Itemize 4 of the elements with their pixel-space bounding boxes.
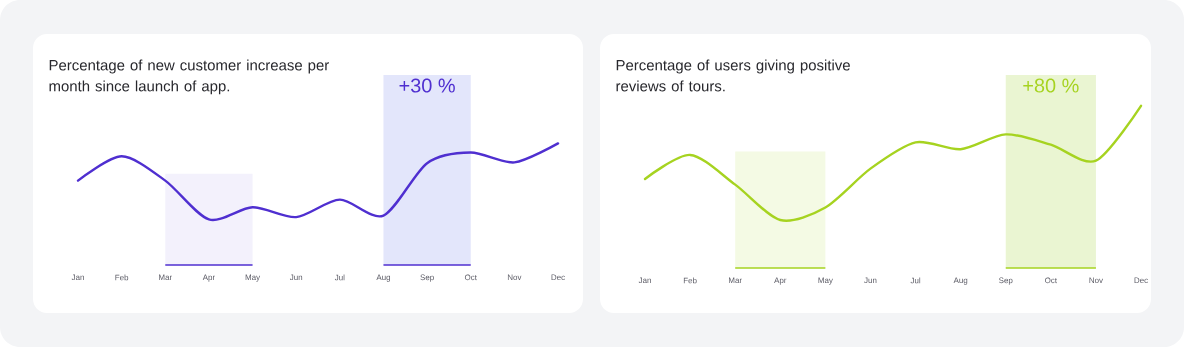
chart-title: Percentage of users giving positive reviews of tours.	[616, 59, 850, 92]
chart-title: Percentage of new customer increase per month since launch of app.	[49, 59, 329, 95]
band-label: +30 %	[399, 78, 455, 93]
band-label: +80 %	[1023, 78, 1079, 93]
